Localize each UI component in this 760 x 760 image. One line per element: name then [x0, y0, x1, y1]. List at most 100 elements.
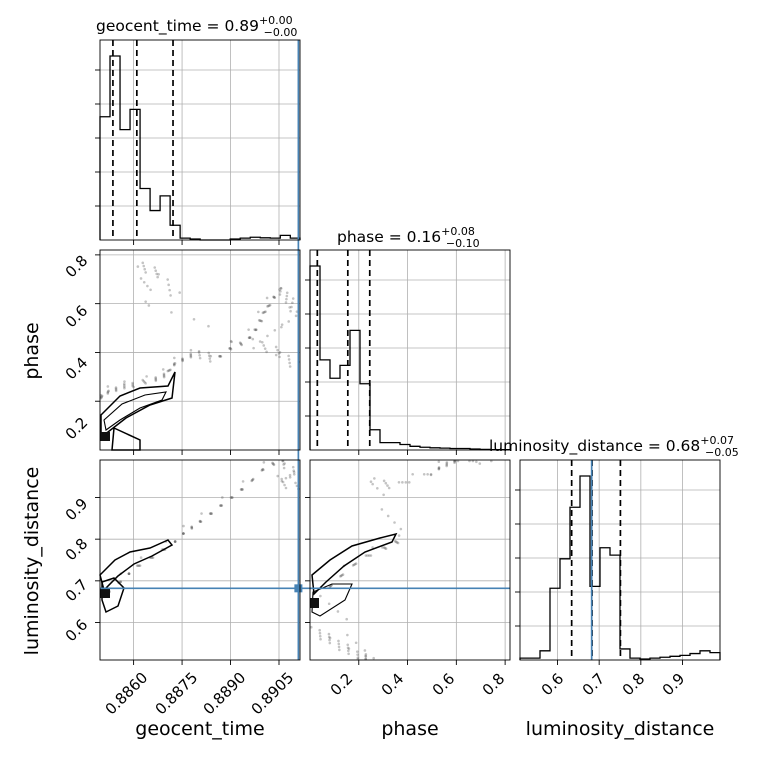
sample-point-0-7-4 — [189, 355, 193, 359]
sample-point-0-14-6 — [279, 287, 283, 290]
histogram-luminosity_distance — [519, 475, 721, 660]
sample-point-2-2-0 — [346, 643, 350, 647]
sample-point-2-6-2 — [341, 573, 345, 576]
sample-point-2-1-3 — [337, 639, 340, 643]
sample-point-1-8-4 — [240, 488, 243, 491]
sample-point-0-20-3 — [229, 339, 233, 343]
sample-point-2-5-2 — [328, 585, 332, 589]
sample-point-0-3-3 — [142, 379, 146, 383]
sample-point-1-13-1 — [281, 480, 285, 484]
panel-frame-1-1 — [309, 249, 511, 451]
sample-point-0-17-2 — [280, 325, 283, 329]
sample-point-0-2-2 — [123, 385, 126, 389]
sample-point-0-15-1 — [279, 290, 282, 293]
sample-point-2-12-2 — [437, 466, 441, 469]
sample-point-0-14-2 — [273, 296, 277, 299]
sample-point-0-11-6 — [254, 328, 258, 332]
sample-point-2-4-4 — [345, 617, 349, 621]
sample-point-0-19-6 — [288, 365, 292, 368]
histogram-phase — [309, 265, 511, 451]
sample-point-1-7-3 — [220, 504, 223, 507]
title-phase: phase = 0.16+0.08 −0.10 — [337, 225, 480, 250]
sample-point-0-21-1 — [144, 300, 147, 303]
sample-point-1-1-5 — [127, 572, 131, 576]
truth-marker — [294, 584, 303, 593]
xtick-phase-3: 0.8 — [479, 670, 509, 700]
sample-point-0-16-1 — [291, 297, 295, 300]
contour-core-gt-ld — [101, 577, 125, 614]
sample-point-1-7-5 — [221, 496, 224, 499]
sample-point-0-16-5 — [288, 306, 292, 309]
sample-point-2-1-2 — [328, 636, 332, 640]
sample-point-2-4-3 — [346, 633, 349, 637]
xtick-phase-1: 0.4 — [378, 670, 408, 700]
sample-point-0-7-1 — [189, 352, 193, 356]
sample-point-0-13-4 — [268, 303, 272, 307]
sample-point-1-4-4 — [182, 532, 185, 535]
sample-point-2-4-2 — [354, 641, 358, 645]
sample-point-2-1-1 — [328, 641, 332, 645]
sample-point-2-12-3 — [437, 466, 441, 470]
sample-point-0-14-3 — [273, 296, 276, 299]
sample-point-0-12-4 — [258, 319, 262, 322]
sample-point-1-6-2 — [199, 520, 203, 523]
sample-point-1-13-4 — [294, 481, 297, 485]
sample-point-0-3-1 — [132, 385, 135, 389]
density-layer — [99, 261, 493, 661]
sample-point-2-2-5 — [355, 650, 359, 653]
sample-point-0-11-3 — [247, 336, 251, 340]
sample-point-1-12-2 — [292, 470, 296, 474]
sample-point-2-5-0 — [319, 594, 322, 598]
sample-point-2-3-2 — [364, 653, 368, 656]
sample-point-0-23-4 — [168, 288, 171, 292]
sample-point-0-5-5 — [166, 369, 170, 373]
sample-point-0-10-3 — [238, 341, 242, 344]
sample-point-1-4-5 — [182, 532, 185, 535]
sample-point-0-9-2 — [218, 354, 222, 358]
sample-point-2-0-1 — [318, 628, 321, 632]
sample-point-1-5-5 — [190, 527, 194, 530]
sample-point-0-10-2 — [230, 340, 233, 344]
sample-point-2-7-2 — [366, 554, 369, 557]
sample-point-2-0-2 — [318, 631, 322, 635]
sample-point-0-21-0 — [147, 304, 151, 307]
sample-point-0-8-1 — [198, 353, 201, 357]
sample-point-0-17-5 — [266, 334, 269, 338]
sample-point-1-8-5 — [240, 488, 244, 491]
sample-point-2-1-4 — [337, 642, 341, 646]
sample-point-0-0-1 — [100, 394, 104, 398]
sample-point-0-6-0 — [172, 362, 176, 366]
sample-point-1-6-1 — [199, 520, 202, 523]
sample-point-2-11-2 — [404, 481, 408, 484]
sample-point-1-4-6 — [182, 532, 185, 535]
sample-point-0-20-1 — [274, 353, 278, 357]
sample-point-1-1-1 — [119, 580, 123, 584]
sample-point-1-12-4 — [284, 476, 288, 480]
sample-point-1-4-1 — [173, 540, 177, 543]
sample-point-0-4-4 — [162, 372, 166, 376]
sample-point-1-7-4 — [220, 504, 224, 507]
xtick-gt-3: 0.8905 — [248, 669, 298, 719]
sample-point-0-22-4 — [153, 266, 157, 269]
sample-point-0-6-6 — [181, 358, 184, 362]
sample-point-2-10-5 — [386, 484, 389, 487]
sample-point-2-8-6 — [396, 541, 400, 545]
sample-point-1-5-2 — [190, 525, 193, 528]
sample-point-2-0-0 — [309, 625, 313, 629]
sample-point-0-9-1 — [218, 354, 221, 358]
sample-point-0-19-1 — [278, 355, 281, 359]
sample-point-2-11-0 — [397, 481, 401, 484]
ytick-ld-3: 0.9 — [62, 495, 92, 525]
sample-point-0-19-0 — [277, 352, 281, 355]
sample-point-0-5-2 — [169, 368, 172, 372]
sample-point-2-10-1 — [371, 482, 374, 486]
sample-point-2-9-3 — [386, 514, 390, 518]
sample-point-0-5-0 — [162, 375, 166, 379]
sample-point-2-2-6 — [356, 653, 359, 656]
sample-point-1-13-0 — [280, 477, 283, 481]
grid-lines — [100, 40, 720, 660]
sample-point-0-19-5 — [288, 361, 291, 365]
title-geocent-time: geocent_time = 0.89+0.00 −0.00 — [96, 14, 297, 39]
sample-point-1-3-1 — [151, 556, 155, 559]
sample-point-2-8-2 — [384, 547, 388, 551]
